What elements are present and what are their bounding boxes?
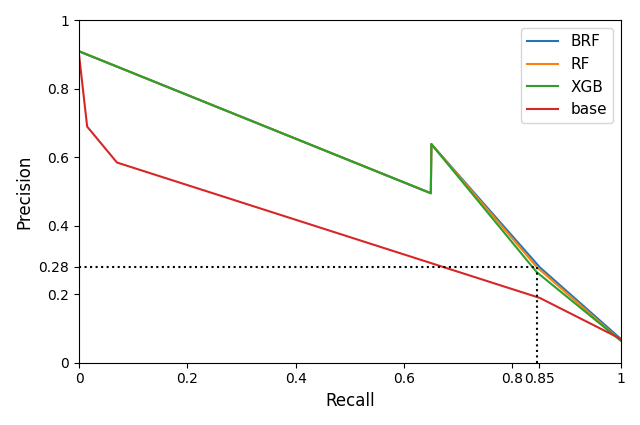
base	[131, 165, 138, 170]
RF	[314, 145, 321, 150]
RF	[294, 137, 302, 142]
XGB	[131, 71, 138, 76]
Line: base: base	[79, 55, 621, 339]
BRF	[75, 49, 83, 54]
RF	[508, 235, 515, 240]
base	[617, 336, 625, 341]
base	[497, 283, 505, 288]
BRF	[314, 145, 321, 150]
base	[314, 224, 321, 229]
XGB	[294, 137, 302, 142]
RF	[617, 338, 625, 343]
XGB	[447, 165, 455, 170]
X-axis label: Recall: Recall	[325, 392, 374, 410]
XGB	[508, 238, 515, 244]
BRF	[508, 232, 515, 237]
BRF	[497, 221, 505, 226]
RF	[447, 164, 455, 170]
Y-axis label: Precision: Precision	[15, 154, 33, 229]
Line: XGB: XGB	[79, 51, 621, 340]
RF	[497, 223, 505, 228]
base	[447, 267, 455, 272]
BRF	[294, 137, 302, 142]
base	[75, 52, 83, 57]
Legend: BRF, RF, XGB, base: BRF, RF, XGB, base	[522, 28, 613, 123]
Line: RF: RF	[79, 51, 621, 340]
BRF	[617, 336, 625, 341]
XGB	[497, 227, 505, 232]
BRF	[131, 71, 138, 76]
XGB	[314, 145, 321, 150]
RF	[131, 71, 138, 76]
RF	[75, 49, 83, 54]
base	[508, 286, 515, 291]
Line: BRF: BRF	[79, 51, 621, 339]
XGB	[617, 338, 625, 343]
base	[294, 218, 302, 223]
XGB	[75, 49, 83, 54]
BRF	[447, 164, 455, 169]
